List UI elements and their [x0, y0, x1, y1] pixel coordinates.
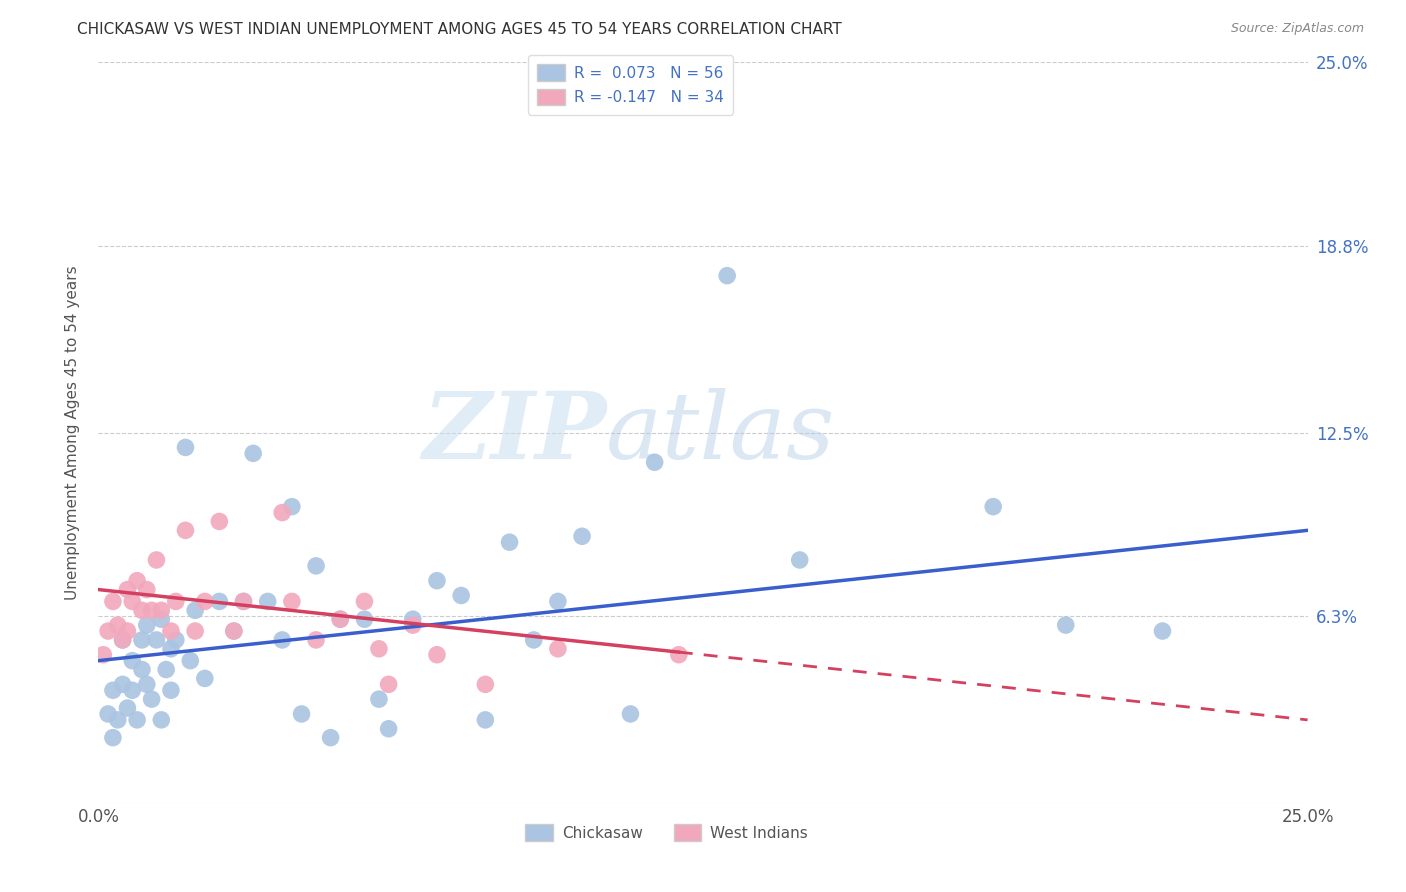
Point: [981, 500, 1004, 514]
Y-axis label: Unemployment Among Ages 45 to 54 years: Unemployment Among Ages 45 to 54 years: [65, 265, 80, 600]
Point: [165, 632, 187, 647]
Point: [547, 594, 569, 608]
Point: [135, 618, 157, 632]
Point: [498, 535, 520, 549]
Point: [305, 632, 328, 647]
Point: [107, 618, 129, 632]
Point: [716, 268, 738, 283]
Point: [141, 603, 163, 617]
Point: [789, 553, 811, 567]
Point: [329, 612, 352, 626]
Point: [111, 632, 134, 647]
Point: [145, 553, 167, 567]
Point: [145, 632, 167, 647]
Legend: Chickasaw, West Indians: Chickasaw, West Indians: [519, 818, 814, 847]
Point: [222, 624, 245, 638]
Point: [97, 624, 120, 638]
Point: [1152, 624, 1174, 638]
Point: [232, 594, 254, 608]
Point: [150, 603, 173, 617]
Point: [426, 648, 449, 662]
Point: [242, 446, 264, 460]
Point: [281, 500, 304, 514]
Text: ZIP: ZIP: [422, 388, 606, 477]
Point: [668, 648, 690, 662]
Point: [150, 713, 173, 727]
Point: [131, 663, 153, 677]
Point: [165, 594, 187, 608]
Point: [547, 641, 569, 656]
Point: [222, 624, 245, 638]
Point: [101, 594, 124, 608]
Point: [232, 594, 254, 608]
Point: [179, 654, 201, 668]
Point: [281, 594, 304, 608]
Point: [155, 663, 177, 677]
Text: atlas: atlas: [606, 388, 835, 477]
Point: [402, 618, 425, 632]
Point: [329, 612, 352, 626]
Point: [402, 612, 425, 626]
Point: [208, 515, 231, 529]
Point: [377, 722, 399, 736]
Point: [160, 624, 183, 638]
Point: [121, 683, 143, 698]
Point: [135, 582, 157, 597]
Point: [141, 692, 163, 706]
Point: [644, 455, 666, 469]
Point: [160, 641, 183, 656]
Point: [174, 441, 197, 455]
Point: [184, 624, 207, 638]
Point: [305, 558, 328, 573]
Point: [121, 654, 143, 668]
Point: [571, 529, 593, 543]
Point: [184, 603, 207, 617]
Point: [523, 632, 546, 647]
Point: [368, 641, 391, 656]
Point: [135, 677, 157, 691]
Point: [271, 632, 294, 647]
Point: [121, 594, 143, 608]
Point: [353, 594, 375, 608]
Point: [194, 594, 217, 608]
Point: [319, 731, 342, 745]
Point: [194, 672, 217, 686]
Point: [353, 612, 375, 626]
Point: [377, 677, 399, 691]
Point: [131, 632, 153, 647]
Point: [174, 524, 197, 538]
Point: [160, 683, 183, 698]
Point: [474, 677, 496, 691]
Point: [97, 706, 120, 721]
Point: [117, 582, 139, 597]
Point: [150, 612, 173, 626]
Point: [101, 731, 124, 745]
Text: CHICKASAW VS WEST INDIAN UNEMPLOYMENT AMONG AGES 45 TO 54 YEARS CORRELATION CHAR: CHICKASAW VS WEST INDIAN UNEMPLOYMENT AM…: [77, 22, 842, 37]
Text: Source: ZipAtlas.com: Source: ZipAtlas.com: [1230, 22, 1364, 36]
Point: [619, 706, 641, 721]
Point: [107, 713, 129, 727]
Point: [426, 574, 449, 588]
Point: [91, 648, 114, 662]
Point: [127, 713, 149, 727]
Point: [208, 594, 231, 608]
Point: [450, 589, 472, 603]
Point: [111, 677, 134, 691]
Point: [111, 632, 134, 647]
Point: [127, 574, 149, 588]
Point: [290, 706, 312, 721]
Point: [368, 692, 391, 706]
Point: [474, 713, 496, 727]
Point: [131, 603, 153, 617]
Point: [271, 506, 294, 520]
Point: [1054, 618, 1077, 632]
Point: [256, 594, 278, 608]
Point: [117, 624, 139, 638]
Point: [101, 683, 124, 698]
Point: [117, 701, 139, 715]
Point: [692, 70, 714, 85]
